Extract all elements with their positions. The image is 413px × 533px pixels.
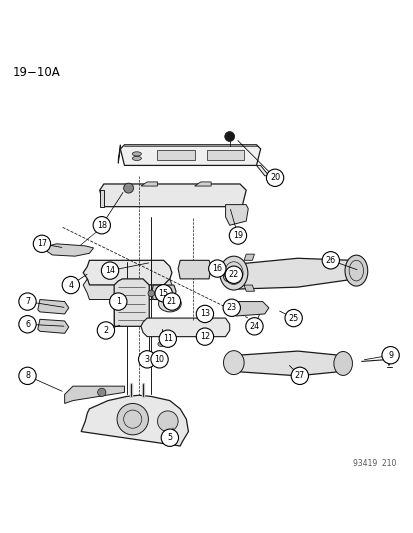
- Circle shape: [117, 403, 148, 435]
- Text: 10: 10: [154, 355, 164, 364]
- Circle shape: [196, 305, 213, 322]
- Text: 9: 9: [387, 351, 392, 360]
- Text: 1: 1: [116, 297, 121, 306]
- Circle shape: [266, 169, 283, 187]
- Circle shape: [19, 293, 36, 310]
- Ellipse shape: [223, 272, 235, 282]
- Circle shape: [62, 277, 79, 294]
- Circle shape: [97, 388, 106, 397]
- Text: 22: 22: [228, 270, 238, 279]
- Circle shape: [157, 411, 178, 432]
- Text: 21: 21: [166, 297, 177, 306]
- Polygon shape: [141, 318, 229, 337]
- Text: 5: 5: [167, 433, 172, 442]
- Ellipse shape: [219, 256, 247, 290]
- Polygon shape: [229, 302, 268, 316]
- Circle shape: [225, 266, 242, 284]
- Circle shape: [93, 216, 110, 234]
- Circle shape: [19, 316, 36, 333]
- Circle shape: [150, 351, 168, 368]
- Circle shape: [97, 322, 114, 339]
- Polygon shape: [118, 145, 120, 163]
- Text: 25: 25: [288, 313, 298, 322]
- Polygon shape: [231, 351, 342, 376]
- Polygon shape: [64, 386, 124, 403]
- Circle shape: [154, 285, 172, 302]
- Text: 12: 12: [199, 332, 209, 341]
- Text: 13: 13: [199, 310, 209, 318]
- Text: 11: 11: [162, 334, 172, 343]
- Circle shape: [109, 293, 127, 310]
- Circle shape: [159, 330, 176, 348]
- Text: 16: 16: [212, 264, 222, 273]
- Polygon shape: [100, 190, 104, 207]
- Polygon shape: [157, 150, 194, 160]
- Circle shape: [138, 351, 155, 368]
- Ellipse shape: [344, 255, 367, 286]
- Ellipse shape: [145, 353, 152, 358]
- Polygon shape: [38, 319, 69, 333]
- Circle shape: [123, 183, 133, 193]
- Text: 8: 8: [25, 372, 30, 381]
- Polygon shape: [120, 145, 260, 165]
- Circle shape: [161, 429, 178, 447]
- Polygon shape: [38, 300, 69, 314]
- Polygon shape: [151, 285, 176, 300]
- Text: 2: 2: [103, 326, 108, 335]
- Polygon shape: [83, 279, 171, 300]
- Text: 17: 17: [37, 239, 47, 248]
- Text: 24: 24: [249, 322, 259, 331]
- Polygon shape: [141, 182, 157, 186]
- Polygon shape: [81, 395, 188, 446]
- Circle shape: [163, 293, 180, 310]
- Circle shape: [33, 235, 50, 253]
- Text: 19−10A: 19−10A: [13, 67, 61, 79]
- Polygon shape: [206, 150, 244, 160]
- Circle shape: [147, 290, 154, 297]
- Text: 19: 19: [233, 231, 242, 240]
- Text: 3: 3: [144, 355, 150, 364]
- Circle shape: [290, 367, 308, 384]
- Text: 15: 15: [158, 289, 169, 298]
- Polygon shape: [229, 259, 359, 289]
- Circle shape: [101, 262, 119, 279]
- Polygon shape: [244, 254, 254, 260]
- Text: 20: 20: [269, 173, 280, 182]
- Polygon shape: [256, 165, 268, 176]
- Circle shape: [284, 310, 301, 327]
- Text: 23: 23: [226, 303, 236, 312]
- Circle shape: [19, 367, 36, 384]
- Circle shape: [224, 132, 234, 141]
- Circle shape: [208, 260, 225, 277]
- Polygon shape: [225, 205, 248, 225]
- Ellipse shape: [132, 156, 141, 160]
- Polygon shape: [100, 184, 246, 207]
- Text: 18: 18: [97, 221, 107, 230]
- Circle shape: [223, 299, 240, 317]
- Ellipse shape: [333, 351, 351, 375]
- Polygon shape: [83, 260, 171, 285]
- Circle shape: [321, 252, 339, 269]
- Polygon shape: [42, 244, 93, 256]
- Ellipse shape: [158, 295, 181, 312]
- Text: 14: 14: [105, 266, 115, 275]
- Circle shape: [245, 318, 263, 335]
- Text: 7: 7: [25, 297, 30, 306]
- Ellipse shape: [157, 342, 165, 346]
- Text: 27: 27: [294, 372, 304, 381]
- Polygon shape: [114, 279, 149, 326]
- Circle shape: [381, 346, 398, 364]
- Text: 26: 26: [325, 256, 335, 265]
- Text: 93419  210: 93419 210: [353, 459, 396, 468]
- Polygon shape: [244, 285, 254, 291]
- Ellipse shape: [223, 351, 244, 375]
- Ellipse shape: [132, 152, 141, 156]
- Circle shape: [196, 328, 213, 345]
- Text: 6: 6: [25, 320, 30, 329]
- Polygon shape: [194, 182, 211, 186]
- Circle shape: [229, 227, 246, 244]
- Polygon shape: [178, 260, 211, 279]
- Text: 4: 4: [68, 280, 73, 289]
